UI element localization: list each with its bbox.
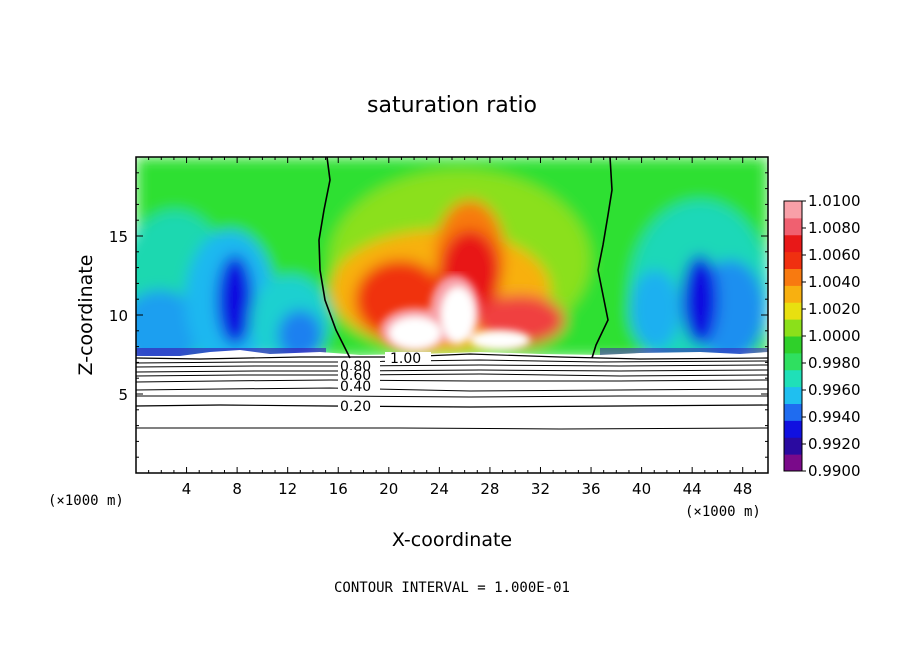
colorbar-swatch-11 [784, 268, 802, 286]
contour-line-4 [136, 387, 768, 392]
y-axis: 5 10 15 [109, 172, 768, 458]
x-axis-label: X-coordinate [392, 529, 512, 551]
x-unit-left: (×1000 m) [48, 493, 124, 509]
colorbar-label-10: 0.9900 [808, 462, 861, 480]
x-tick-label-9: 40 [632, 480, 651, 498]
colorbar-label-6: 0.9980 [808, 354, 861, 372]
x-tick-label-10: 44 [683, 480, 702, 498]
colorbar-label-9: 0.9920 [808, 435, 861, 453]
colorbar-swatch-9 [784, 302, 802, 320]
colorbar-label-2: 1.0060 [808, 246, 861, 264]
y-axis-label: Z-coordinate [75, 255, 97, 376]
x-axis: 4 8 12 16 20 24 28 32 36 40 44 48 [148, 157, 756, 498]
colorbar: 1.0100 1.0080 1.0060 1.0040 1.0020 1.0000 0.99… [783, 192, 861, 480]
x-tick-label-8: 36 [581, 480, 600, 498]
colorbar-swatch-2 [784, 420, 802, 438]
x-tick-label-11: 48 [733, 480, 752, 498]
colorbar-label-8: 0.9940 [808, 408, 861, 426]
x-tick-label-0: 4 [182, 480, 192, 498]
heatmap-field: 1.00 0.80 0.60 0.40 0.20 [136, 157, 768, 473]
contour-line-3 [136, 373, 768, 377]
x-tick-label-5: 24 [430, 480, 449, 498]
colorbar-swatch-3 [784, 403, 802, 421]
colorbar-swatch-8 [784, 319, 802, 337]
contour-interval-footer: CONTOUR INTERVAL = 1.000E-01 [334, 580, 570, 596]
colorbar-swatch-0 [784, 454, 802, 472]
colorbar-swatch-4 [784, 386, 802, 404]
x-tick-label-3: 16 [329, 480, 348, 498]
colorbar-swatch-14 [784, 217, 802, 236]
colorbar-swatch-1 [784, 437, 802, 455]
x-tick-label-4: 20 [379, 480, 398, 498]
colorbar-label-0: 1.0100 [808, 192, 861, 210]
colorbar-label-3: 1.0040 [808, 273, 861, 291]
chart-title: saturation ratio [367, 93, 537, 118]
contour-label-5: 0.20 [340, 399, 371, 415]
x-unit-right: (×1000 m) [685, 504, 761, 520]
x-tick-label-6: 28 [480, 480, 499, 498]
colorbar-label-1: 1.0080 [808, 219, 861, 237]
x-tick-label-7: 32 [531, 480, 550, 498]
contour-line-1 [136, 353, 768, 360]
colorbar-label-7: 0.9960 [808, 381, 861, 399]
colorbar-swatch-5 [784, 369, 802, 388]
colorbar-label-4: 1.0020 [808, 300, 861, 318]
contour-line-2 [136, 364, 768, 368]
colorbar-swatch-10 [784, 285, 802, 303]
colorbar-swatch-7 [784, 336, 802, 354]
y-tick-label-2: 15 [109, 228, 128, 246]
colorbar-swatch-13 [784, 234, 802, 253]
contour-label-1: 1.00 [390, 351, 421, 367]
colorbar-swatch-15 [784, 201, 802, 219]
x-tick-label-1: 8 [232, 480, 242, 498]
colorbar-swatch-6 [784, 352, 802, 371]
colorbar-swatch-12 [784, 251, 802, 269]
y-tick-label-1: 10 [109, 307, 128, 325]
colorbar-label-5: 1.0000 [808, 327, 861, 345]
x-tick-label-2: 12 [278, 480, 297, 498]
contour-label-4: 0.40 [340, 379, 371, 395]
y-tick-label-0: 5 [118, 386, 128, 404]
contour-line-5 [136, 404, 768, 408]
